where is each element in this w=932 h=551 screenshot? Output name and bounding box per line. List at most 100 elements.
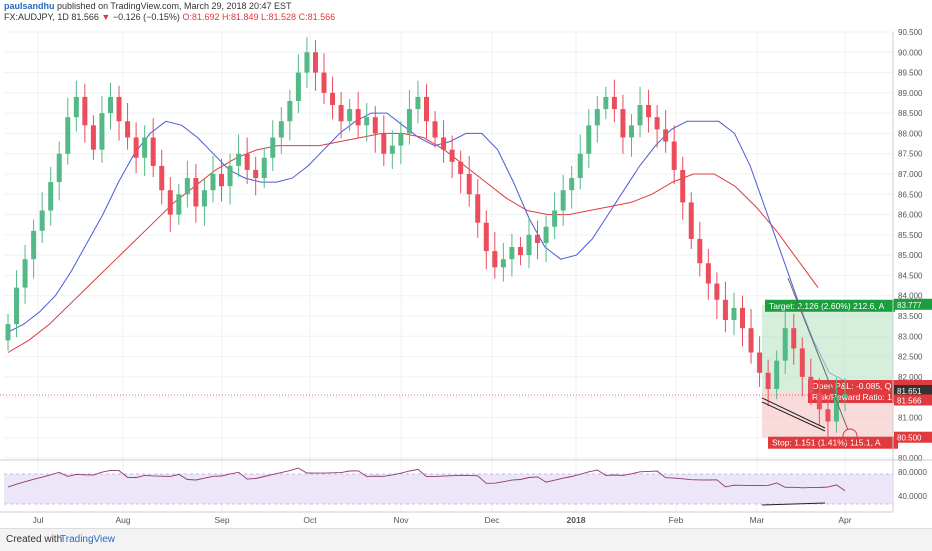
- price-tick-label: 85.000: [898, 251, 923, 260]
- price-tag-box: [894, 394, 932, 406]
- time-tick-label: Apr: [838, 515, 851, 525]
- created-with-text: Created with: [6, 534, 63, 545]
- drawing-annotations[interactable]: [761, 277, 858, 444]
- price-tick-label: 85.500: [898, 231, 923, 240]
- symbol-label[interactable]: FX:AUDJPY, 1D: [4, 12, 69, 22]
- candle: [193, 178, 199, 207]
- candle: [714, 283, 720, 300]
- time-tick-label: Jul: [33, 515, 44, 525]
- price-tick-label: 87.000: [898, 170, 923, 179]
- candle: [517, 247, 523, 256]
- candle: [364, 117, 370, 126]
- candle: [125, 121, 131, 138]
- time-tick-label: Oct: [303, 515, 317, 525]
- chart-header: paulsandhu published on TradingView.com,…: [4, 1, 335, 23]
- candle: [184, 178, 190, 195]
- candle: [594, 109, 600, 126]
- candle: [22, 259, 28, 288]
- candle: [236, 153, 242, 166]
- stop-label: Stop: 1.151 (1.41%) 115.1, A: [772, 438, 881, 448]
- price-axis[interactable]: 90.500 90.000 89.500 89.000 88.500 88.000 87.5…: [892, 28, 923, 512]
- rsi-tick-label: 40.0000: [898, 492, 927, 501]
- candle: [312, 52, 318, 73]
- candle: [219, 174, 225, 187]
- candle: [381, 133, 387, 154]
- price-tick-label: 84.500: [898, 271, 923, 280]
- candle: [295, 72, 301, 101]
- fast-ma-line: [7, 112, 846, 382]
- candle: [842, 394, 848, 398]
- price-tick-label: 90.500: [898, 28, 923, 37]
- candle: [705, 263, 711, 284]
- price-tag-label: 81.566: [897, 396, 922, 405]
- candle: [201, 190, 207, 207]
- candle: [808, 376, 814, 394]
- candle: [637, 105, 643, 126]
- time-tick-label: Dec: [484, 515, 500, 525]
- candle: [543, 226, 549, 243]
- price-tick-label: 88.000: [898, 129, 923, 138]
- rsi-tick-label: 80.0000: [898, 468, 927, 477]
- price-tick-label: 89.000: [898, 89, 923, 98]
- price-tick-label: 81.000: [898, 413, 923, 422]
- footer-bar: Created with TradingView: [0, 528, 932, 551]
- candle: [82, 96, 88, 126]
- price-tick-label: 83.500: [898, 312, 923, 321]
- candle: [338, 105, 344, 122]
- down-arrow-icon: ▼: [101, 12, 111, 22]
- rsi-line: [7, 467, 846, 492]
- candle: [552, 210, 558, 227]
- candle: [31, 230, 37, 260]
- candle: [757, 352, 763, 373]
- candle: [253, 169, 259, 179]
- price-tag-label: 80.500: [897, 434, 922, 443]
- published-text: published on TradingView.com, March 29, …: [57, 1, 292, 11]
- candle: [722, 299, 728, 321]
- candle: [406, 109, 412, 134]
- price-tick-label: 87.500: [898, 150, 923, 159]
- candle: [244, 153, 250, 170]
- candle: [150, 137, 156, 166]
- candle: [628, 125, 634, 138]
- trend-line: [787, 277, 849, 431]
- price-change: −0.126 (−0.15%): [112, 12, 180, 22]
- ratio-label: Risk/Reward Ratio: 1: [812, 392, 892, 402]
- time-tick-label: Mar: [750, 515, 765, 525]
- rsi-pane[interactable]: 80.0000 40.0000: [0, 459, 932, 506]
- price-tag-box: [894, 298, 932, 310]
- candle: [697, 238, 703, 264]
- candle: [466, 174, 472, 195]
- candle: [321, 72, 327, 93]
- candle: [142, 137, 148, 158]
- author-name[interactable]: paulsandhu: [4, 1, 55, 11]
- chart-area[interactable]: Target: 2.126 (2.60%) 212.6, A Open P&L: …: [0, 0, 932, 528]
- candle: [782, 328, 788, 361]
- candle: [816, 393, 822, 410]
- candle: [620, 109, 626, 138]
- pnl-label: Open P&L: -0.085, Q: [812, 381, 892, 391]
- open-value: O:81.692: [182, 12, 220, 22]
- price-tick-label: 86.000: [898, 211, 923, 220]
- candle: [663, 129, 669, 142]
- candle: [774, 360, 780, 390]
- candle: [372, 117, 378, 134]
- candle: [227, 165, 233, 187]
- candle: [799, 348, 805, 377]
- price-tag-box: [894, 385, 932, 397]
- candle: [483, 222, 489, 252]
- candle: [577, 153, 583, 179]
- candle: [475, 194, 481, 223]
- candle: [424, 96, 429, 122]
- price-tick-label: 82.000: [898, 373, 923, 382]
- price-tick-label: 86.500: [898, 190, 923, 199]
- trend-line: [761, 401, 826, 432]
- candle: [347, 109, 353, 122]
- candle: [73, 96, 79, 118]
- price-tag-label: 83.777: [897, 301, 922, 310]
- candle: [90, 125, 96, 150]
- candle: [449, 149, 455, 162]
- candle: [14, 287, 20, 325]
- tradingview-logo[interactable]: TradingView: [60, 534, 116, 545]
- time-axis[interactable]: Jul Aug Sep Oct Nov Dec 2018 Feb Mar Apr: [0, 511, 893, 525]
